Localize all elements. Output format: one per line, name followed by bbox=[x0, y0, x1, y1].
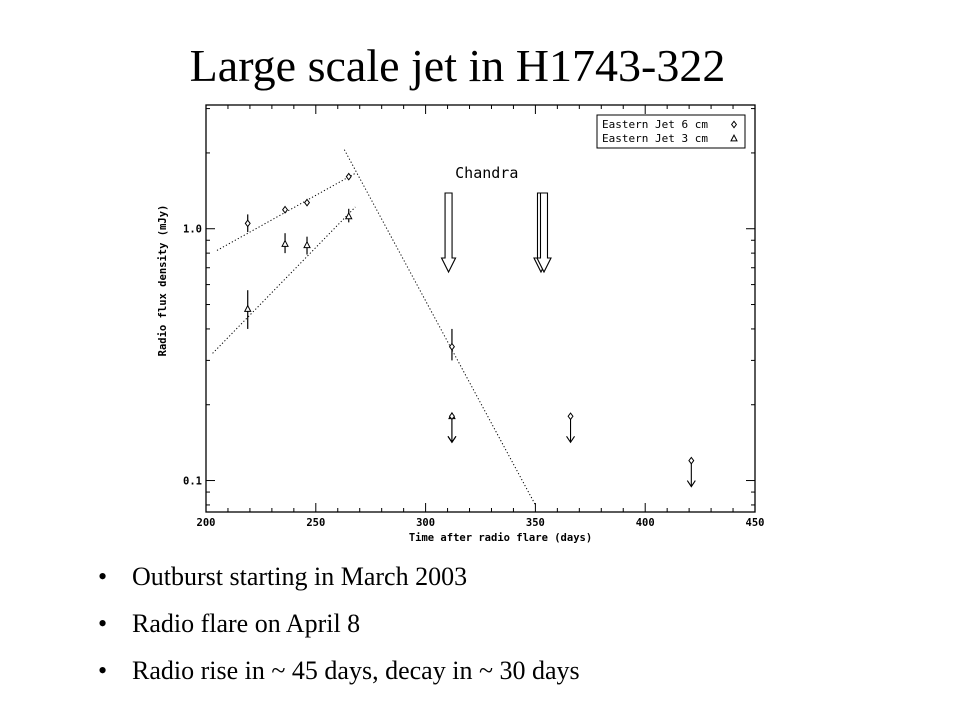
x-tick-label: 200 bbox=[197, 517, 216, 529]
bullet-text: Radio flare on April 8 bbox=[132, 609, 361, 638]
diamond-marker bbox=[345, 172, 352, 181]
diamond-marker bbox=[282, 205, 289, 214]
bullet-list: • Outburst starting in March 2003 • Radio … bbox=[98, 553, 580, 694]
bullet-item: • Radio flare on April 8 bbox=[98, 600, 580, 647]
upper-limit-arrowhead bbox=[447, 435, 457, 444]
slide-title: Large scale jet in H1743-322 bbox=[189, 40, 726, 91]
fit-line bbox=[212, 206, 356, 354]
upper-limits bbox=[447, 411, 696, 488]
chandra-markers: Chandra bbox=[440, 164, 552, 274]
bullet-item: • Radio rise in ~ 45 days, decay in ~ 30 … bbox=[98, 647, 580, 694]
y-tick-label: 0.1 bbox=[183, 476, 202, 488]
diamond-marker bbox=[244, 219, 251, 228]
legend-label-6cm: Eastern Jet 6 cm bbox=[602, 118, 708, 131]
y-tick-label: 1.0 bbox=[183, 224, 202, 236]
x-tick-label: 300 bbox=[416, 517, 435, 529]
legend: Eastern Jet 6 cm Eastern Jet 3 cm bbox=[596, 114, 746, 149]
bullet-text: Radio rise in ~ 45 days, decay in ~ 30 d… bbox=[132, 656, 580, 685]
upper-limit-arrowhead bbox=[686, 480, 696, 488]
tick-labels: 200 250 300 350 400 450 0.1 1.0 bbox=[183, 224, 764, 529]
upper-limit-arrowhead bbox=[566, 435, 575, 444]
diamond-marker bbox=[688, 456, 695, 465]
x-tick-label: 400 bbox=[636, 517, 655, 529]
diamond-marker bbox=[448, 342, 455, 351]
fit-lines bbox=[212, 149, 536, 506]
fit-line bbox=[343, 149, 536, 506]
diamond-marker bbox=[448, 412, 455, 421]
triangle-marker bbox=[730, 134, 738, 142]
axis-ticks bbox=[205, 105, 756, 512]
triangle-marker bbox=[344, 211, 353, 220]
diamond-marker bbox=[567, 412, 574, 421]
x-tick-label: 250 bbox=[306, 517, 325, 529]
diamond-marker bbox=[730, 120, 738, 129]
chandra-annotation: Chandra bbox=[455, 164, 518, 182]
triangle-marker bbox=[303, 240, 311, 249]
bullet-dot: • bbox=[98, 562, 108, 591]
diamond-marker bbox=[303, 198, 311, 207]
legend-label-3cm: Eastern Jet 3 cm bbox=[602, 132, 708, 145]
chandra-arrow bbox=[440, 192, 457, 274]
legend-box bbox=[596, 114, 746, 149]
chandra-arrow bbox=[536, 192, 552, 274]
plot-frame bbox=[205, 104, 756, 513]
triangle-marker bbox=[281, 239, 289, 247]
bullet-dot: • bbox=[98, 656, 108, 685]
bullet-dot: • bbox=[98, 609, 108, 638]
y-axis-label: Radio flux density (mJy) bbox=[157, 205, 169, 357]
data-points bbox=[243, 172, 455, 361]
bullet-item: • Outburst starting in March 2003 bbox=[98, 553, 580, 600]
x-tick-label: 450 bbox=[746, 517, 765, 529]
bullet-text: Outburst starting in March 2003 bbox=[132, 562, 468, 591]
x-axis-label: Time after radio flare (days) bbox=[409, 532, 592, 544]
triangle-marker bbox=[243, 304, 252, 312]
plot-border bbox=[205, 104, 756, 513]
x-tick-label: 350 bbox=[526, 517, 545, 529]
flux-chart: 200 250 300 350 400 450 0.1 1.0 Time after radi… bbox=[157, 104, 764, 544]
